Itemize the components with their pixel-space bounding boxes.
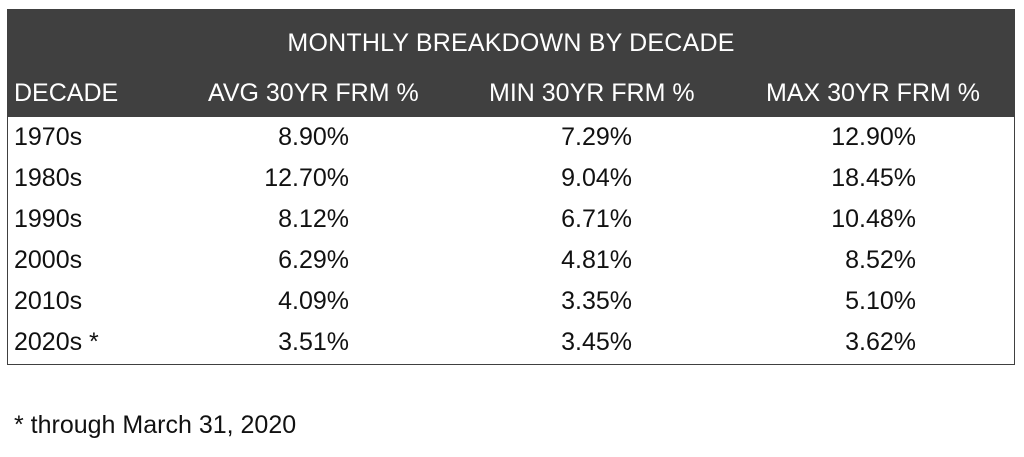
- cell-max: 8.52%: [845, 246, 916, 274]
- cell-avg: 4.09%: [278, 287, 349, 315]
- table-row: 2010s 4.09% 3.35% 5.10%: [8, 281, 1014, 322]
- cell-avg: 6.29%: [278, 246, 349, 274]
- cell-min: 6.71%: [561, 205, 632, 233]
- cell-avg: 12.70%: [264, 164, 349, 192]
- cell-min: 4.81%: [561, 246, 632, 274]
- decade-rate-table: MONTHLY BREAKDOWN BY DECADE DECADE AVG 3…: [7, 9, 1015, 365]
- cell-min: 3.45%: [561, 328, 632, 356]
- footnote: * through March 31, 2020: [14, 411, 297, 439]
- cell-min: 7.29%: [561, 123, 632, 151]
- table-row: 1990s 8.12% 6.71% 10.48%: [8, 199, 1014, 240]
- cell-max: 18.45%: [831, 164, 916, 192]
- table-row: 2000s 6.29% 4.81% 8.52%: [8, 240, 1014, 281]
- cell-max: 12.90%: [831, 123, 916, 151]
- column-header-avg: AVG 30YR FRM %: [208, 79, 419, 107]
- column-header-row: DECADE AVG 30YR FRM % MIN 30YR FRM % MAX…: [8, 79, 1014, 111]
- table-row: 2020s * 3.51% 3.45% 3.62%: [8, 322, 1014, 363]
- column-header-decade: DECADE: [14, 79, 119, 107]
- table-header: MONTHLY BREAKDOWN BY DECADE DECADE AVG 3…: [8, 10, 1014, 117]
- table-title: MONTHLY BREAKDOWN BY DECADE: [287, 29, 735, 57]
- cell-decade: 2010s: [14, 287, 83, 315]
- cell-avg: 8.12%: [278, 205, 349, 233]
- cell-decade: 2000s: [14, 246, 83, 274]
- table-row: 1970s 8.90% 7.29% 12.90%: [8, 117, 1014, 158]
- cell-decade: 1970s: [14, 123, 83, 151]
- table-body: 1970s 8.90% 7.29% 12.90% 1980s 12.70% 9.…: [8, 117, 1014, 363]
- cell-avg: 3.51%: [278, 328, 349, 356]
- cell-max: 5.10%: [845, 287, 916, 315]
- column-header-max: MAX 30YR FRM %: [766, 79, 980, 107]
- table-row: 1980s 12.70% 9.04% 18.45%: [8, 158, 1014, 199]
- cell-min: 3.35%: [561, 287, 632, 315]
- cell-min: 9.04%: [561, 164, 632, 192]
- cell-decade: 1980s: [14, 164, 83, 192]
- cell-max: 3.62%: [845, 328, 916, 356]
- cell-decade: 1990s: [14, 205, 83, 233]
- cell-avg: 8.90%: [278, 123, 349, 151]
- cell-max: 10.48%: [831, 205, 916, 233]
- cell-decade: 2020s *: [14, 328, 99, 356]
- column-header-min: MIN 30YR FRM %: [489, 79, 695, 107]
